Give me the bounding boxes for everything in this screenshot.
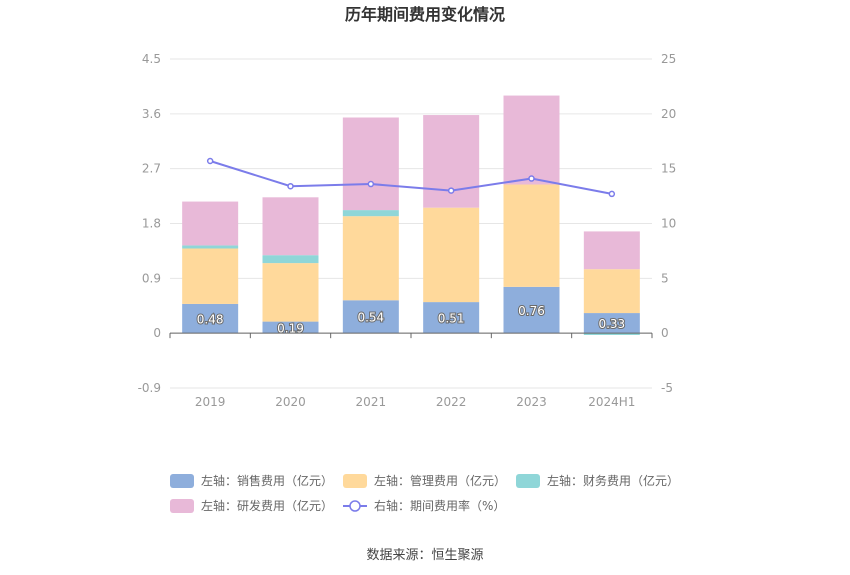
bar-segment [182, 245, 239, 249]
bar-segment [423, 302, 480, 334]
data-label: 0.19 [277, 321, 304, 335]
right-tick-label: 0 [661, 326, 669, 340]
data-label: 0.48 [197, 313, 224, 327]
bar-segment [182, 201, 239, 246]
rate-point [287, 182, 294, 190]
legend-swatch [516, 474, 540, 488]
rate-point [447, 187, 455, 194]
x-tick-label: 2023 [516, 395, 547, 409]
right-tick-label: 10 [661, 217, 676, 231]
x-tick-label: 2020 [275, 395, 306, 409]
legend-line-marker [349, 500, 361, 512]
legend-swatch [170, 499, 194, 513]
bar-segment [182, 303, 239, 334]
legend-label: 左轴：管理费用（亿元） [374, 473, 506, 488]
x-tick-label: 2024H1 [588, 395, 635, 409]
legend-label: 左轴：财务费用（亿元） [547, 473, 679, 488]
data-labels: 0.48 0.19 0.54 0.51 0.76 0.33 [196, 303, 626, 336]
legend: 左轴：销售费用（亿元） 左轴：管理费用（亿元） 左轴：财务费用（亿元） 左轴：研发费用… [170, 473, 679, 513]
legend-swatch [170, 474, 194, 488]
bar-segment [342, 216, 399, 301]
bar-segment [342, 210, 399, 217]
bar-segment [583, 313, 640, 334]
bar-segment [342, 117, 399, 211]
right-axis-ticks: 25 20 15 10 5 0 -5 [661, 52, 676, 395]
legend-swatch [343, 474, 367, 488]
left-tick-label: 0 [153, 326, 161, 340]
bars [182, 95, 640, 335]
right-tick-label: 5 [661, 271, 669, 285]
x-axis-ticks: 2019 2020 2021 2022 2023 2024H1 [195, 395, 636, 409]
bar-segment [503, 286, 560, 334]
right-tick-label: 15 [661, 162, 676, 176]
x-tick-label: 2021 [356, 395, 387, 409]
x-tick-label: 2019 [195, 395, 226, 409]
data-label: 0.54 [357, 311, 384, 325]
legend-label: 右轴：期间费用率（%） [374, 498, 505, 513]
right-tick-label: 20 [661, 107, 676, 121]
x-tick-label: 2022 [436, 395, 467, 409]
right-tick-label: 25 [661, 52, 676, 66]
bar-segment [262, 197, 319, 256]
left-axis-ticks: 4.5 3.6 2.7 1.8 0.9 0 -0.9 [138, 52, 161, 395]
rate-point [206, 157, 214, 165]
bar-segment [262, 255, 319, 264]
rate-point [367, 180, 375, 188]
bar-segment [503, 184, 560, 287]
x-axis [169, 332, 653, 339]
left-tick-label: -0.9 [138, 381, 161, 395]
data-label: 0.76 [518, 304, 545, 318]
bar-segment [583, 269, 640, 314]
left-tick-label: 4.5 [142, 52, 161, 66]
bar-segment [503, 95, 560, 185]
source-note: 数据来源：恒生聚源 [366, 548, 483, 563]
bar-segment [423, 207, 480, 303]
chart-title: 历年期间费用变化情况 [345, 5, 505, 24]
bar-segment [342, 300, 399, 334]
data-label: 0.51 [438, 312, 465, 326]
data-label: 0.33 [598, 317, 625, 331]
bar-segment [262, 321, 319, 334]
legend-label: 左轴：销售费用（亿元） [201, 473, 333, 488]
left-tick-label: 2.7 [142, 162, 161, 176]
rate-line-path [209, 160, 613, 195]
rate-point [528, 175, 535, 182]
legend-label: 左轴：研发费用（亿元） [201, 498, 333, 513]
grid [170, 58, 652, 389]
left-tick-label: 1.8 [142, 217, 161, 231]
rate-line [206, 157, 616, 198]
bar-segment [262, 263, 319, 322]
rate-point [608, 190, 616, 198]
bar-segment [182, 248, 239, 304]
left-tick-label: 3.6 [142, 107, 161, 121]
right-tick-label: -5 [661, 381, 673, 395]
bar-segment [583, 231, 640, 270]
bar-segment [583, 333, 640, 335]
left-tick-label: 0.9 [142, 271, 161, 285]
